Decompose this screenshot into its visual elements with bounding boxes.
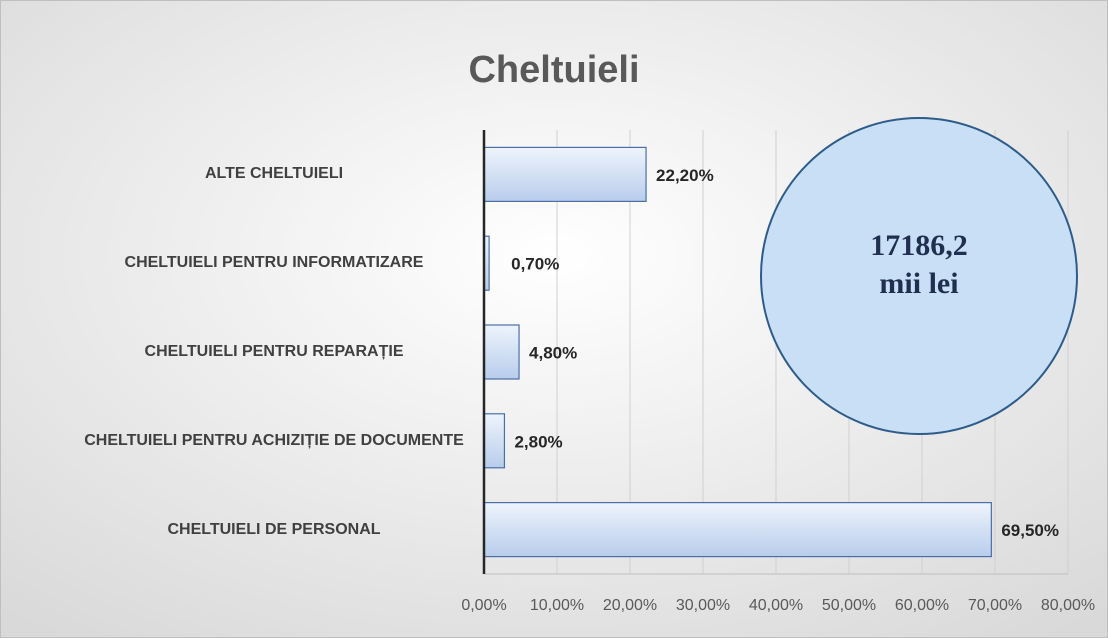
bar <box>483 502 992 558</box>
y-tick-label: CHELTUIELI PENTRU ACHIZIȚIE DE DOCUMENTE <box>84 431 464 449</box>
data-label: 4,80% <box>529 343 577 362</box>
bar <box>483 324 520 380</box>
data-label: 0,70% <box>511 255 559 274</box>
x-tick-label: 70,00% <box>968 597 1022 614</box>
bar <box>483 413 506 469</box>
x-tick-label: 60,00% <box>895 597 949 614</box>
annotation-text: mii lei <box>879 267 958 300</box>
y-tick-label: CHELTUIELI PENTRU INFORMATIZARE <box>124 254 424 272</box>
x-tick-label: 0,00% <box>461 597 506 614</box>
x-tick-label: 20,00% <box>603 597 657 614</box>
x-tick-label: 40,00% <box>749 597 803 614</box>
annotation-text: 17186,2 <box>870 229 968 262</box>
x-tick-label: 30,00% <box>676 597 730 614</box>
chart-title: Cheltuieli <box>468 49 639 91</box>
y-tick-label: ALTE CHELTUIELI <box>204 165 344 183</box>
y-tick-label: CHELTUIELI DE PERSONAL <box>167 520 381 538</box>
y-tick-label: CHELTUIELI PENTRU REPARAȚIE <box>144 343 404 360</box>
annotation-circle <box>760 117 1078 435</box>
data-label: 22,20% <box>656 166 714 185</box>
x-tick-label: 10,00% <box>530 597 584 614</box>
x-tick-label: 80,00% <box>1041 597 1095 614</box>
bar <box>483 146 647 202</box>
data-label: 2,80% <box>514 432 562 451</box>
data-label: 69,50% <box>1001 521 1059 540</box>
x-tick-label: 50,00% <box>822 597 876 614</box>
